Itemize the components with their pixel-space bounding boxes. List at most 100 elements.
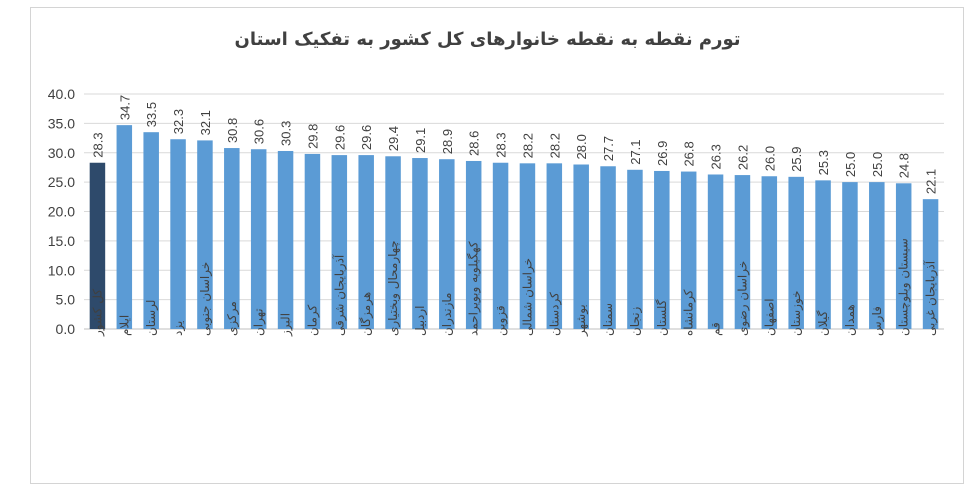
x-tick-label: البرز [279, 313, 294, 337]
value-label: 30.8 [225, 118, 240, 143]
y-tick-label: 0.0 [56, 321, 76, 337]
value-label: 28.2 [520, 133, 535, 158]
value-label: 25.0 [843, 152, 858, 177]
bar [654, 170, 670, 329]
bar [277, 150, 294, 329]
x-tick-label: سیستان وبلوچستان [897, 238, 912, 336]
y-tick-label: 15.0 [48, 233, 75, 249]
x-tick-label: خراسان جنوبی [198, 262, 213, 336]
bar [546, 163, 563, 329]
bar [519, 163, 536, 329]
bar [627, 169, 643, 329]
bar [922, 199, 939, 329]
x-tick-label: یزد [171, 321, 186, 336]
value-label: 25.0 [870, 152, 885, 177]
bar [331, 155, 348, 329]
value-label: 26.9 [655, 141, 670, 166]
bar [761, 176, 778, 329]
bar [680, 171, 697, 329]
x-tick-label: فارس [870, 306, 885, 336]
value-label: 26.8 [682, 141, 697, 166]
x-tick-label: گلستان [655, 299, 669, 336]
x-tick-label: کرمان [305, 304, 320, 336]
bar [89, 162, 106, 329]
y-tick-label: 30.0 [48, 145, 75, 161]
y-tick-label: 40.0 [48, 86, 75, 102]
x-tick-label: ایلام [117, 315, 131, 336]
x-tick-label: کل کشور [90, 289, 105, 337]
value-label: 30.3 [279, 121, 294, 146]
value-label: 28.6 [467, 131, 482, 156]
y-tick-label: 20.0 [48, 204, 75, 220]
bar [842, 182, 858, 329]
bar [385, 156, 401, 329]
value-label: 28.2 [547, 133, 562, 158]
value-label: 29.6 [359, 125, 374, 150]
x-tick-label: اصفهان [762, 298, 776, 336]
value-label: 24.8 [897, 153, 912, 178]
value-label: 25.3 [816, 150, 831, 175]
value-label: 29.1 [413, 128, 428, 153]
bar [573, 164, 589, 329]
value-label: 29.6 [332, 125, 347, 150]
bar [358, 155, 374, 329]
value-label: 28.9 [440, 129, 455, 154]
x-tick-label: لرستان [144, 300, 159, 336]
value-label: 30.6 [252, 119, 267, 144]
value-label: 26.3 [709, 144, 724, 169]
value-label: 22.1 [924, 169, 939, 194]
x-tick-label: خوزستان [789, 290, 804, 336]
value-label: 27.1 [628, 139, 643, 164]
value-label: 25.9 [789, 147, 804, 172]
x-tick-label: خراسان شمالی [520, 258, 535, 336]
value-label: 29.8 [305, 124, 320, 149]
value-label: 26.0 [762, 146, 777, 171]
bar [600, 166, 616, 329]
value-label: 33.5 [144, 102, 159, 127]
x-tick-label: کرمانشاه [682, 289, 697, 336]
value-label: 28.3 [90, 132, 105, 157]
y-tick-label: 5.0 [56, 292, 76, 308]
bar [895, 183, 912, 329]
x-tick-label: آذربایجان شرقی [331, 254, 347, 336]
x-tick-label: بوشهر [574, 304, 589, 337]
x-tick-label: تهران [252, 308, 267, 336]
bar [197, 140, 213, 329]
bar [304, 153, 321, 329]
x-tick-label: سمنان [601, 303, 615, 336]
bar [815, 180, 831, 329]
value-label: 26.2 [735, 145, 750, 170]
bar [170, 139, 186, 329]
x-tick-label: چهارمحال وبختیاری [386, 240, 401, 336]
x-tick-label: گیلان [816, 310, 830, 336]
y-tick-label: 35.0 [48, 115, 75, 131]
x-tick-label: هرمزگان [359, 292, 374, 336]
bar [788, 176, 804, 329]
chart-title: تورم نقطه به نقطه خانوارهای کل کشور به ت… [234, 29, 741, 50]
x-tick-label: کردستان [547, 292, 562, 336]
bar [465, 160, 482, 329]
x-tick-label: زنجان [628, 306, 643, 336]
bar [869, 182, 885, 329]
bar [492, 162, 509, 329]
value-label: 32.1 [198, 110, 213, 135]
bar [734, 175, 751, 329]
y-tick-label: 10.0 [48, 262, 75, 278]
x-tick-label: آذربایجان غربی [923, 260, 939, 336]
bar [439, 159, 455, 329]
x-tick-label: اردبیل [413, 305, 428, 336]
y-tick-label: 25.0 [48, 174, 75, 190]
x-tick-label: همدان [843, 304, 857, 336]
value-label: 28.3 [494, 132, 509, 157]
value-label: 29.4 [386, 126, 401, 151]
x-tick-label: قزوین [494, 305, 509, 336]
bar [116, 125, 133, 329]
value-label: 27.7 [601, 136, 616, 161]
value-label: 32.3 [171, 109, 186, 134]
bar [143, 132, 159, 329]
x-tick-label: مازندران [440, 293, 455, 336]
bar [412, 158, 428, 329]
bar [250, 149, 267, 329]
x-tick-label: قم [709, 322, 723, 336]
